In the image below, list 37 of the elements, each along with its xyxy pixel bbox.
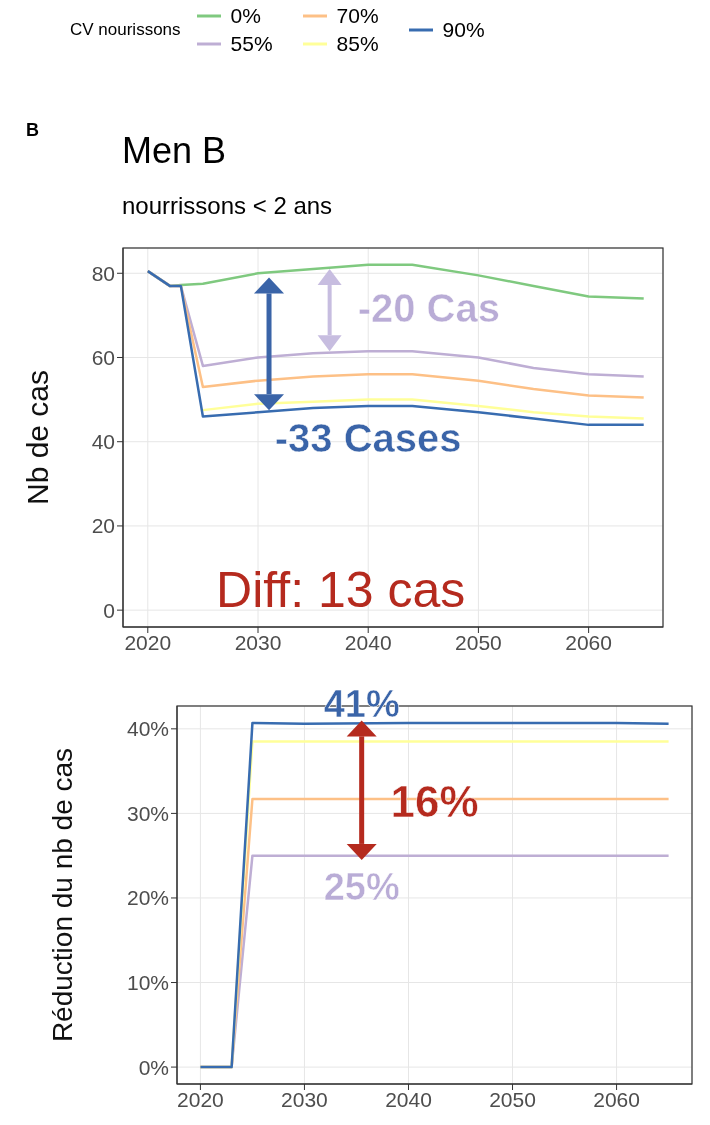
- x-tick-label: 2040: [385, 1087, 432, 1111]
- x-tick-label: 2020: [177, 1087, 224, 1111]
- legend-title: CV nourissons: [70, 20, 181, 40]
- x-tick-label: 2050: [489, 1087, 536, 1111]
- legend-label: 55%: [230, 32, 274, 56]
- y-tick-label: 10%: [126, 970, 169, 994]
- y-tick-label: 0%: [138, 1055, 169, 1079]
- y-tick-label: 40: [91, 430, 115, 454]
- x-tick-label: 2030: [234, 630, 282, 654]
- y-tick-label: 20: [91, 514, 115, 538]
- x-tick-label: 2020: [124, 630, 172, 654]
- chart-title: Men B: [122, 130, 227, 172]
- line-series: [201, 398, 645, 420]
- text: B: [26, 120, 39, 141]
- x-tick-label: 2040: [344, 630, 392, 654]
- annotation: 16%: [390, 776, 479, 826]
- x-tick-label: 2060: [593, 1087, 640, 1111]
- chart-subtitle: nourrissons < 2 ans: [122, 192, 333, 220]
- legend-label: 0%: [230, 4, 262, 28]
- y-tick-label: 60: [91, 345, 115, 369]
- x-tick-label: 2050: [455, 630, 502, 654]
- y-tick-label: 20%: [126, 886, 169, 910]
- annotation: 25%: [323, 865, 400, 908]
- annotation: -33 Cases: [274, 416, 462, 461]
- x-tick-label: 2030: [281, 1087, 328, 1111]
- legend-label: 85%: [336, 32, 380, 56]
- y-tick-label: 40%: [126, 717, 169, 741]
- y-tick-label: 80: [91, 261, 115, 285]
- y-tick-label: 30%: [126, 801, 169, 825]
- x-tick-label: 2060: [565, 630, 612, 654]
- legend-label: 70%: [336, 4, 380, 28]
- annotation: Diff: 13 cas: [216, 561, 466, 618]
- y-axis-title: Nb de cas: [21, 369, 54, 506]
- annotation: -20 Cas: [357, 285, 500, 330]
- legend-label: 90%: [442, 18, 486, 42]
- y-axis-title: Réduction du nb de cas: [47, 747, 78, 1043]
- y-tick-label: 0: [103, 598, 115, 622]
